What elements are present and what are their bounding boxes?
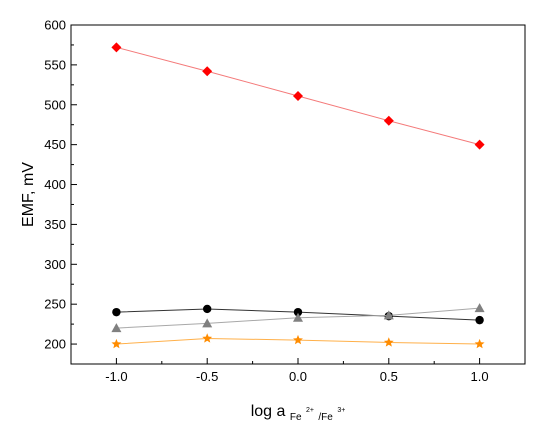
series-4: [111, 333, 485, 349]
series-2-point: [293, 307, 303, 317]
series-3-point: [474, 303, 485, 313]
y-tick-label: 250: [44, 297, 66, 312]
x-tick-label: -1.0: [105, 369, 127, 384]
y-tick-label: 300: [44, 257, 66, 272]
series-4-point: [293, 334, 303, 345]
x-tick-label: 0.5: [380, 369, 398, 384]
y-axis: 200 250 300 350 400 450 500 550 600: [44, 18, 77, 352]
series-4-point: [474, 338, 485, 349]
x-axis-title-sub1: Fe: [290, 412, 302, 423]
x-axis-title-sub2: /Fe: [318, 412, 333, 423]
x-axis-title-main: log a: [251, 403, 286, 420]
series-3-point: [383, 310, 394, 320]
series-2-point: [203, 304, 212, 314]
y-tick-label: 200: [44, 337, 66, 352]
x-tick-label: 1.0: [471, 369, 489, 384]
series-layer: [111, 42, 485, 349]
series-1-point: [293, 90, 303, 101]
y-tick-label: 400: [44, 177, 66, 192]
series-4-point: [383, 337, 394, 347]
x-axis: -1.0 -0.5 0.0 0.5 1.0: [70, 358, 526, 384]
series-1: [111, 42, 485, 150]
y-tick-label: 500: [44, 97, 66, 112]
series-4-point: [202, 333, 213, 343]
series-1-point: [383, 115, 394, 126]
series-1-point: [202, 66, 213, 77]
series-2-point: [475, 315, 484, 325]
series-1-point: [474, 139, 485, 150]
x-axis-title-sup1: 2+: [306, 407, 314, 414]
series-3-point: [202, 318, 213, 328]
x-axis-title: log a Fe 2+ /Fe 3+: [251, 399, 346, 424]
y-tick-label: 550: [44, 57, 66, 72]
series-4-point: [111, 338, 122, 349]
series-3-point: [111, 323, 122, 333]
series-2-point: [112, 307, 121, 317]
x-tick-label: -0.5: [196, 369, 218, 384]
y-axis-title: EMF, mV: [20, 162, 37, 227]
x-axis-title-sup2: 3+: [337, 407, 345, 414]
series-3-point: [293, 312, 303, 322]
y-tick-label: 350: [44, 217, 66, 232]
series-3: [111, 303, 485, 333]
y-tick-label: 450: [44, 137, 66, 152]
y-tick-label: 600: [44, 18, 66, 33]
x-tick-label: 0.0: [289, 369, 307, 384]
series-1-point: [111, 42, 122, 53]
